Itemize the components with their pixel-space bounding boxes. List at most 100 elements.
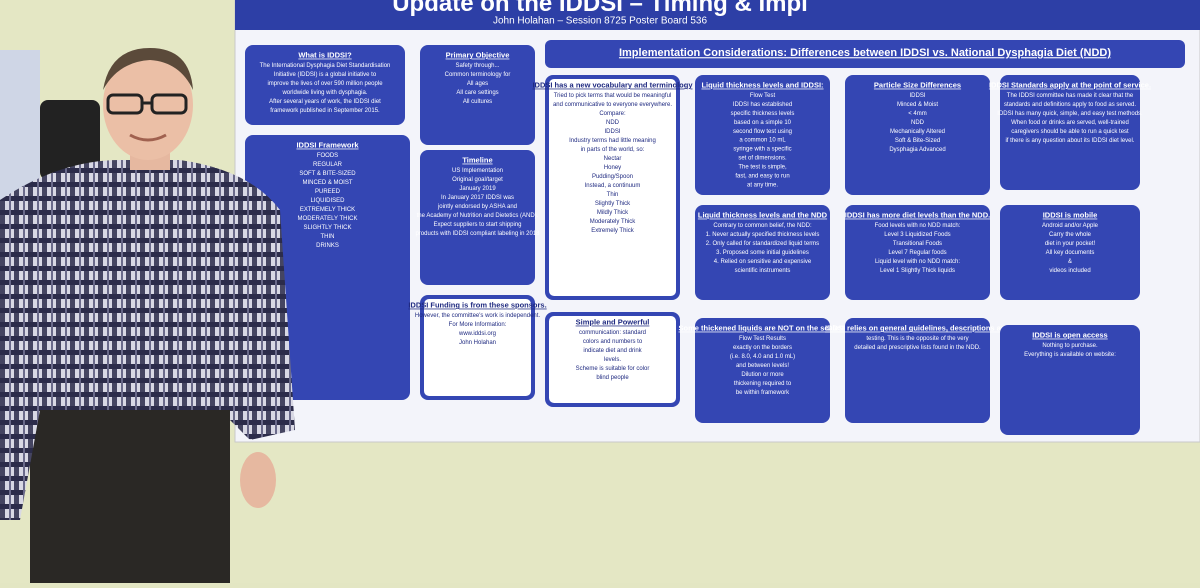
panel-text: FOODS	[317, 153, 338, 159]
panel	[1000, 205, 1140, 300]
person	[0, 48, 295, 583]
panel-text: (i.e. 8.0, 4.0 and 1.0 mL)	[730, 354, 795, 360]
panel	[420, 45, 535, 145]
panel-text: www.iddsi.org	[458, 331, 496, 337]
panel	[845, 75, 990, 195]
trousers	[30, 400, 230, 583]
panel-text: PUREED	[315, 189, 341, 195]
panel-inner	[549, 79, 676, 296]
section-header-box	[545, 40, 1185, 68]
panel-text: standards and definitions apply to food …	[1004, 102, 1136, 108]
panel-title: Particle Size Differences	[874, 81, 961, 90]
panel-text: &	[1068, 259, 1072, 265]
panel-text: set of dimensions.	[738, 156, 787, 162]
panel-text: caregivers should be able to run a quick…	[1011, 129, 1129, 135]
panel-text: diet in your pocket!	[1045, 241, 1096, 247]
panel	[1000, 325, 1140, 435]
panel-text: thickening required to	[734, 381, 792, 387]
panel-text: syringe with a specific	[733, 147, 791, 153]
panel-text: communication: standard	[579, 330, 646, 336]
panel-text: < 4mm	[908, 111, 927, 117]
panel-text: Moderately Thick	[590, 219, 637, 225]
panel	[695, 318, 830, 423]
panel-text: products with IDDSI compliant labeling i…	[415, 231, 540, 237]
panel-text: DRINKS	[316, 243, 339, 249]
panel-text: 2. Only called for standardized liquid t…	[706, 241, 819, 247]
panel	[695, 75, 830, 195]
panel-title: Timeline	[462, 156, 492, 165]
panel-title: IDDSI is open access	[1032, 331, 1107, 340]
panel-text: testing. This is the opposite of the ver…	[866, 336, 968, 342]
panel-text: Android and/or Apple	[1042, 223, 1099, 229]
panel-text: second flow test using	[733, 129, 792, 135]
phone	[40, 100, 100, 180]
panel-text: Common terminology for	[445, 72, 511, 78]
panel-text: a common 10 mL	[739, 138, 786, 144]
panel-text: Mildly Thick	[597, 210, 629, 216]
panel-text: worldwide living with dysphagia.	[281, 90, 367, 96]
panel-text: Contrary to common belief, the NDD:	[713, 223, 812, 229]
panel-text: Slightly Thick	[595, 201, 631, 207]
panel	[245, 45, 405, 125]
panel-text: Nothing to purchase.	[1042, 343, 1098, 349]
panel-text: When food or drinks are served, well-tra…	[1011, 120, 1129, 126]
panel-text: exactly on the borders	[733, 345, 792, 351]
panel-text: IDDSI	[909, 93, 925, 99]
panel-text: MODERATELY THICK	[298, 216, 358, 222]
shirt	[0, 160, 295, 520]
panel-text: indicate diet and drink	[583, 348, 642, 354]
panel-text: at any time.	[747, 182, 778, 188]
panel-text: Mechanically Altered	[890, 129, 945, 135]
panel-text: and communicative to everyone everywhere…	[553, 102, 672, 108]
panel-text: 4. Relied on sensitive and expensive	[714, 259, 812, 265]
panel-text: Carry the whole	[1049, 232, 1092, 238]
panel-text: Food levels with no NDD match:	[875, 223, 961, 229]
panel-text: IDDSI has many quick, simple, and easy t…	[997, 111, 1143, 117]
panel-text: The International Dysphagia Diet Standar…	[260, 63, 391, 69]
panel-text: specific thickness levels	[731, 111, 795, 117]
panel-text: in parts of the world, so:	[581, 147, 645, 153]
panel-title: IDDSI relies on general guidelines, desc…	[825, 324, 1010, 333]
panel-text: After several years of work, the IDDSI d…	[269, 99, 381, 105]
panel-text: Nectar	[604, 156, 622, 162]
panel-text: John Holahan	[459, 340, 496, 346]
panel-title: Simple and Powerful	[576, 318, 650, 327]
panel-text: IDDSI	[604, 129, 620, 135]
hand	[240, 452, 276, 508]
panel-text: Dilution or more	[741, 372, 784, 378]
panel	[695, 205, 830, 300]
panel-text: REGULAR	[313, 162, 343, 168]
head	[103, 50, 193, 160]
panel-text: scientific instruments	[735, 268, 791, 274]
panel	[845, 318, 990, 423]
hair	[103, 48, 193, 90]
panel-inner	[424, 299, 531, 396]
panel-text: Level 1 Slightly Thick liquids	[880, 268, 955, 274]
panel-text: based on a simple 10	[734, 120, 792, 126]
panel-text: be within framework	[736, 390, 790, 396]
panel-text: improve the lives of over 590 million pe…	[267, 81, 383, 87]
panel-title: IDDSI has a new vocabulary and terminolo…	[532, 81, 693, 90]
panel-title: Some thickened liquids are NOT on the sc…	[679, 324, 847, 333]
panel-text: Safety through...	[455, 63, 499, 69]
panel-text: Original goal/target	[452, 177, 503, 183]
panel-text: Dysphagia Advanced	[889, 147, 945, 153]
panel-text: For More Information:	[449, 322, 507, 328]
poster-title: Update on the IDDSI – Timing & Impl	[392, 0, 808, 17]
panel-title: IDDSI has more diet levels than the NDD.	[845, 211, 990, 220]
panel-text: if there is any question about its IDDSI…	[1005, 138, 1134, 144]
panel-text: Scheme is suitable for color	[576, 366, 650, 372]
panel-text: All cultures	[463, 99, 492, 105]
panel-text: Flow Test	[750, 93, 776, 99]
panel-text: fast, and easy to run	[735, 173, 789, 179]
panel-title: Liquid thickness levels and the NDD	[698, 211, 828, 220]
panel-text: All key documents	[1046, 250, 1095, 256]
panel-text: The IDDSI committee has made it clear th…	[1007, 93, 1134, 99]
panel-text: Initiative (IDDSI) is a global initiativ…	[274, 72, 377, 78]
panel-text: All ages	[467, 81, 488, 87]
panel-text: EXTREMELY THICK	[300, 207, 355, 213]
panel-text: Industry terms had little meaning	[569, 138, 656, 144]
panel-text: SOFT & BITE-SIZED	[299, 171, 356, 177]
panel-text: NDD	[911, 120, 925, 126]
panel	[845, 205, 990, 300]
